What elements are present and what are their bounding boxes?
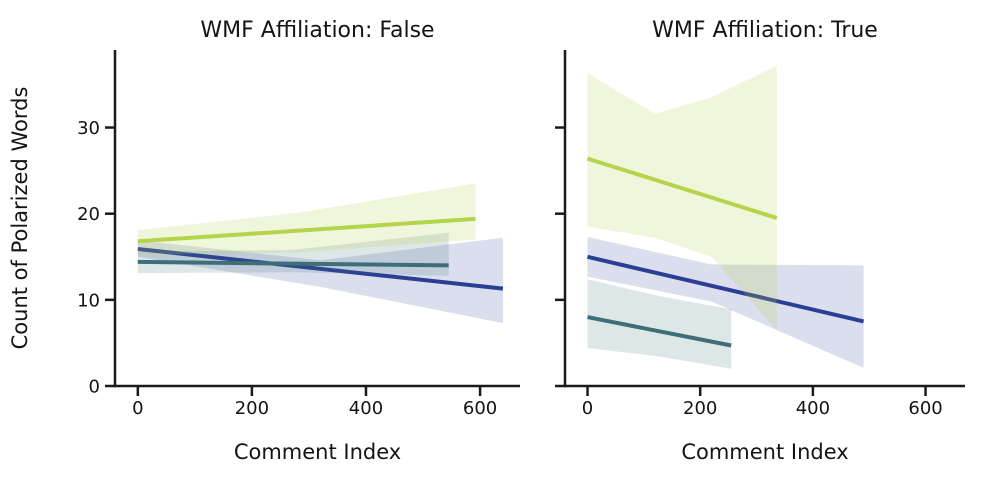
x-tick-label: 400 xyxy=(796,398,830,419)
confidence-band-green xyxy=(587,65,777,330)
x-axis-label-right: Comment Index xyxy=(681,440,848,464)
x-tick-label: 600 xyxy=(908,398,942,419)
confidence-band-navy xyxy=(587,237,864,368)
confidence-band-teal xyxy=(587,279,732,369)
regression-line-teal xyxy=(587,315,732,348)
x-tick-label: 200 xyxy=(683,398,717,419)
panel-title-true: WMF Affiliation: True xyxy=(652,18,878,43)
panel-title-false: WMF Affiliation: False xyxy=(200,18,434,43)
regression-line-green xyxy=(137,216,476,244)
y-tick-label: 10 xyxy=(77,290,100,311)
regression-line-green xyxy=(586,156,778,220)
y-axis-label: Count of Polarized Words xyxy=(8,87,32,350)
x-tick-label: 400 xyxy=(349,398,383,419)
y-tick-label: 0 xyxy=(89,377,100,398)
x-tick-label: 600 xyxy=(463,398,497,419)
x-axis-label-left: Comment Index xyxy=(234,440,401,464)
regression-line-navy xyxy=(137,247,504,291)
x-tick-label: 0 xyxy=(132,398,143,419)
y-tick-label: 30 xyxy=(77,118,100,139)
regression-line-navy xyxy=(587,254,865,324)
x-tick-label: 0 xyxy=(582,398,593,419)
y-tick-label: 20 xyxy=(77,204,100,225)
generated-plot-layer: 0 200 400 600 0 10 20 30 0 200 400 600 xyxy=(77,50,965,419)
regression-line-teal xyxy=(137,259,449,268)
x-tick-label: 200 xyxy=(235,398,269,419)
